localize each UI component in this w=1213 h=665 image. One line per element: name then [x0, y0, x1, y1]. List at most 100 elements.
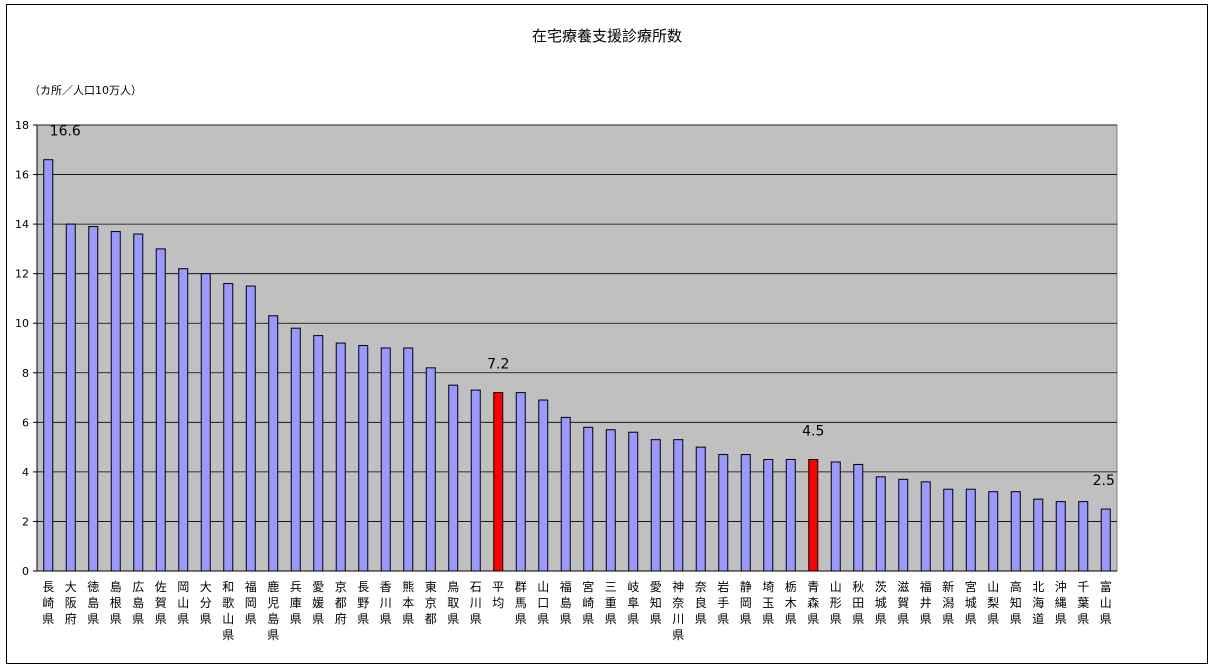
bar-石川県 — [470, 389, 481, 572]
x-tick-label-徳島県: 徳 — [87, 579, 99, 594]
bar-神奈川県 — [673, 439, 684, 572]
bar-奈良県 — [695, 446, 706, 572]
x-tick-label-広島県: 県 — [132, 612, 144, 626]
x-tick-label-宮崎県: 県 — [582, 612, 594, 626]
x-tick-label-神奈川県: 神 — [672, 580, 684, 594]
x-tick-label-茨城県: 県 — [875, 612, 887, 626]
x-tick-label-山形県: 山 — [830, 580, 842, 594]
bar-大分県 — [200, 273, 211, 572]
x-tick-label-鳥取県: 取 — [447, 596, 459, 610]
x-tick-label-兵庫県: 県 — [290, 612, 302, 626]
chart-frame: 在宅療養支援診療所数 （カ所／人口10万人） 0 2 4 6 8 10 12 14 16 18 長崎… — [6, 4, 1208, 664]
x-tick-label-岩手県: 県 — [717, 612, 729, 626]
x-tick-label-富山県: 富 — [1100, 579, 1112, 594]
bar-宮崎県 — [583, 426, 594, 572]
x-tick-label-新潟県: 新 — [942, 579, 954, 594]
bar-三重県 — [605, 429, 616, 572]
x-tick-label-栃木県: 木 — [785, 596, 797, 610]
x-tick-label-長崎県: 県 — [42, 612, 54, 626]
x-tick-label-愛媛県: 媛 — [312, 596, 324, 610]
x-tick-label-熊本県: 本 — [402, 596, 414, 610]
x-tick-label-宮崎県: 崎 — [582, 596, 594, 610]
bar-北海道 — [1033, 498, 1044, 572]
x-tick-label-徳島県: 島 — [87, 595, 99, 610]
x-tick-label-平均: 均 — [492, 596, 504, 610]
x-tick-label-島根県: 島 — [110, 579, 122, 594]
x-tick-label-鳥取県: 鳥 — [447, 579, 459, 594]
x-tick-label-山梨県: 山 — [987, 580, 999, 594]
x-tick-label-沖縄県: 沖 — [1055, 580, 1067, 594]
x-tick-label-岡山県: 県 — [177, 612, 189, 626]
x-tick-label-岡山県: 岡 — [177, 580, 189, 594]
x-tick-label-宮城県: 県 — [965, 612, 977, 626]
plot-background — [36, 124, 1118, 572]
bar-長崎県 — [43, 159, 54, 572]
x-tick-label-高知県: 県 — [1010, 612, 1022, 626]
x-tick-label-香川県: 県 — [380, 612, 392, 626]
x-tick-label-群馬県: 群 — [515, 580, 527, 594]
x-tick-label-鹿児島県: 島 — [267, 611, 279, 626]
data-label-長崎県: 16.6 — [50, 124, 81, 140]
x-tick-label-愛媛県: 愛 — [312, 580, 324, 594]
bar-富山県 — [1100, 508, 1111, 572]
x-tick-label-岡山県: 山 — [177, 596, 189, 610]
x-tick-label-長崎県: 長 — [42, 580, 54, 594]
x-tick-label-和歌山県: 山 — [222, 612, 234, 626]
x-tick-label-茨城県: 茨 — [875, 580, 887, 594]
bar-千葉県 — [1078, 501, 1089, 572]
x-tick-label-福井県: 井 — [920, 596, 932, 610]
x-tick-label-埼玉県: 埼 — [762, 580, 774, 594]
x-tick-label-秋田県: 田 — [852, 596, 864, 610]
x-tick-label-大阪府: 大 — [65, 580, 77, 594]
x-tick-label-奈良県: 県 — [695, 612, 707, 626]
bar-和歌山県 — [223, 283, 234, 572]
y-tick-label: 8 — [22, 367, 29, 380]
x-tick-label-北海道: 海 — [1032, 595, 1044, 610]
bar-鳥取県 — [448, 384, 459, 572]
bar-長野県 — [358, 345, 369, 572]
x-tick-label-長野県: 長 — [357, 580, 369, 594]
x-tick-label-静岡県: 静 — [740, 580, 752, 594]
x-tick-label-愛知県: 知 — [650, 596, 662, 610]
x-tick-label-佐賀県: 県 — [155, 612, 167, 626]
x-tick-label-宮城県: 城 — [965, 596, 977, 610]
x-tick-label-富山県: 山 — [1100, 596, 1112, 610]
y-tick-label: 6 — [22, 416, 29, 429]
x-tick-label-石川県: 川 — [470, 596, 482, 610]
x-tick-label-岩手県: 岩 — [717, 579, 729, 594]
bar-広島県 — [133, 233, 144, 572]
x-tick-label-滋賀県: 県 — [897, 612, 909, 626]
bar-平均 — [493, 392, 504, 572]
x-tick-label-和歌山県: 県 — [222, 628, 234, 642]
bar-大阪府 — [65, 223, 76, 572]
x-tick-label-鹿児島県: 鹿 — [267, 579, 279, 594]
x-tick-label-徳島県: 県 — [87, 612, 99, 626]
x-tick-label-山口県: 口 — [537, 596, 549, 610]
x-tick-label-福島県: 島 — [560, 595, 572, 610]
x-tick-label-長野県: 野 — [357, 596, 369, 610]
x-tick-label-千葉県: 千 — [1077, 580, 1089, 594]
x-tick-label-群馬県: 馬 — [515, 596, 527, 610]
bar-静岡県 — [740, 454, 751, 572]
bar-京都府 — [335, 342, 346, 572]
data-label-青森県: 4.5 — [802, 424, 824, 440]
bar-愛知県 — [650, 439, 661, 572]
x-tick-label-埼玉県: 県 — [762, 612, 774, 626]
x-tick-label-栃木県: 県 — [785, 612, 797, 626]
x-tick-label-福岡県: 県 — [245, 612, 257, 626]
x-tick-label-北海道: 北 — [1032, 580, 1044, 594]
bar-山形県 — [830, 461, 841, 572]
x-tick-label-山梨県: 県 — [987, 612, 999, 626]
chart-title: 在宅療養支援診療所数 — [532, 27, 682, 45]
x-tick-label-鹿児島県: 児 — [267, 596, 279, 610]
x-tick-label-和歌山県: 和 — [222, 580, 234, 594]
x-tick-label-兵庫県: 庫 — [290, 596, 302, 610]
x-tick-label-大分県: 分 — [200, 596, 212, 610]
bar-鹿児島県 — [268, 315, 279, 572]
x-tick-label-兵庫県: 兵 — [290, 580, 302, 594]
x-tick-label-沖縄県: 県 — [1055, 612, 1067, 626]
x-tick-label-三重県: 県 — [605, 612, 617, 626]
x-tick-label-福島県: 県 — [560, 612, 572, 626]
bar-香川県 — [380, 347, 391, 572]
bar-沖縄県 — [1055, 501, 1066, 572]
